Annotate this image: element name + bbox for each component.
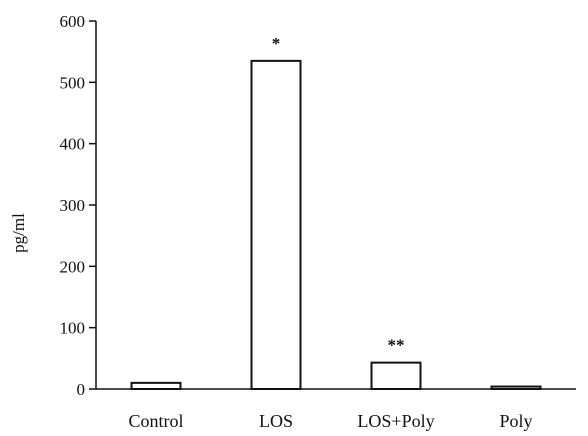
significance-marker: * [272,34,281,53]
y-tick-label: 400 [60,135,86,154]
y-tick-label: 300 [60,196,86,215]
y-axis-title: pg/ml [9,213,28,253]
y-tick-label: 500 [60,73,86,92]
y-tick-label: 200 [60,257,86,276]
bar-poly [490,385,542,390]
bar-los [250,59,302,390]
y-tick-label: 600 [60,12,86,31]
bars [130,59,542,391]
bar-control [130,381,182,391]
significance-marker: ** [388,336,405,355]
labels: Control LOS * LOS+Poly ** Poly [128,34,532,431]
bar-los-poly [370,361,422,391]
x-tick-label: LOS+Poly [357,411,434,431]
x-tick-label: LOS [259,411,293,431]
x-tick-label: Poly [499,411,532,431]
y-axis: 0 100 200 300 400 500 600 [60,12,97,399]
y-tick-label: 100 [60,319,86,338]
y-tick-label: 0 [77,380,86,399]
x-tick-label: Control [128,411,183,431]
